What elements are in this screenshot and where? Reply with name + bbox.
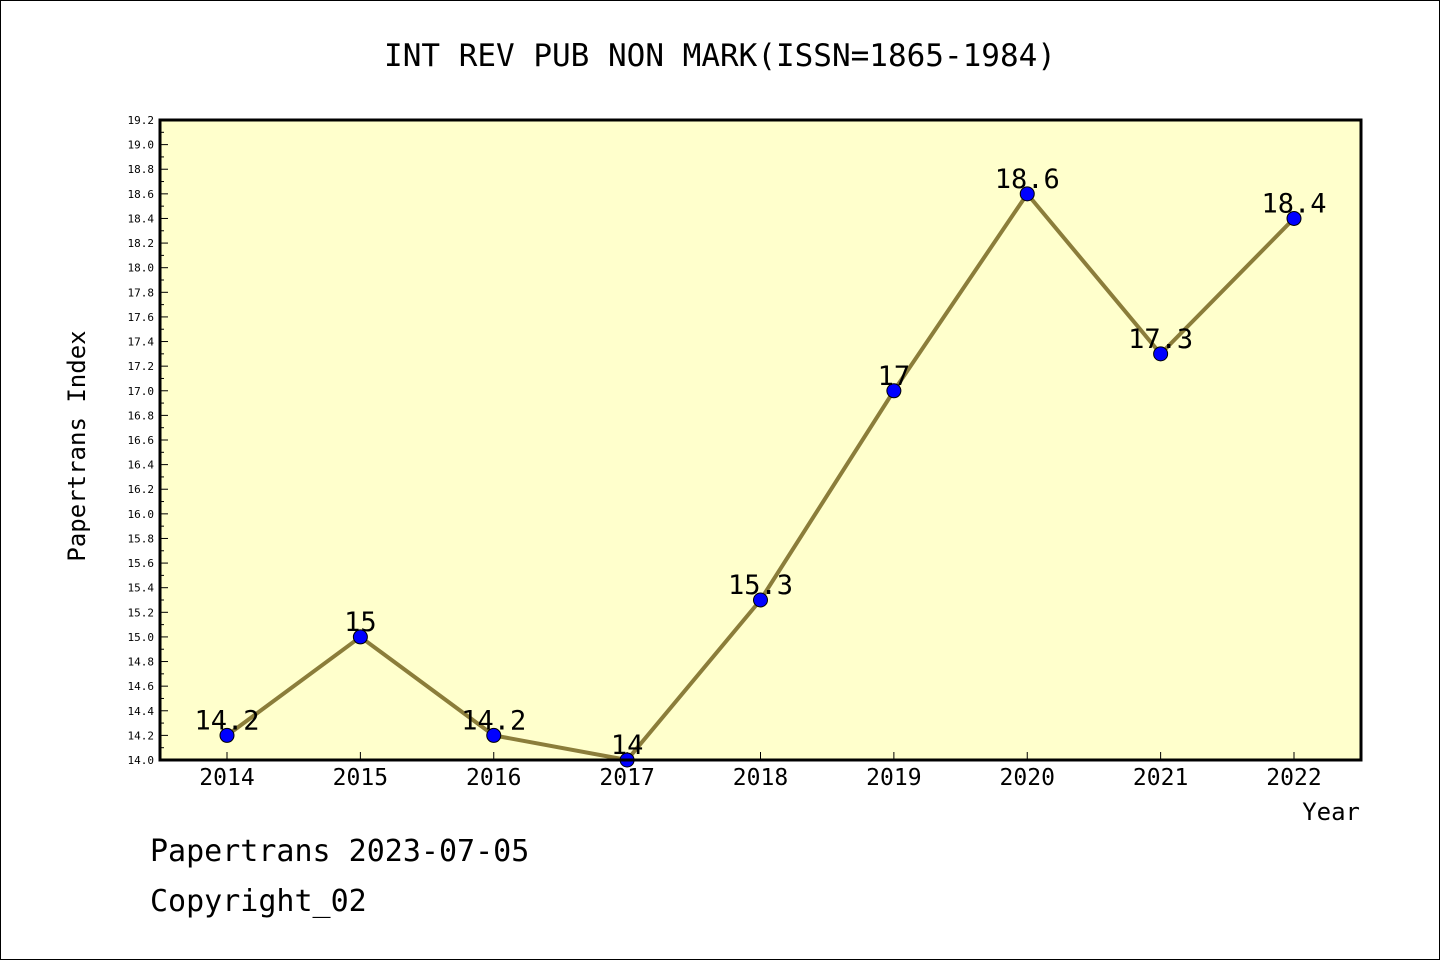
data-point — [1153, 346, 1169, 362]
y-tick-label: 17.6 — [128, 311, 155, 324]
x-tick-label: 2017 — [599, 765, 654, 791]
y-tick-label: 14.6 — [128, 680, 155, 693]
y-tick-label: 15.6 — [128, 557, 155, 570]
x-tick-label: 2018 — [733, 765, 788, 791]
data-label: 15.3 — [728, 570, 793, 601]
series-layer: 14.2 15 14.2 14 15.3 17 18.6 17.3 18.4 — [194, 164, 1327, 768]
chart-title: INT REV PUB NON MARK(ISSN=1865-1984) — [384, 38, 1056, 74]
y-tick-label: 14.8 — [128, 656, 155, 669]
y-tick-label: 19.0 — [128, 139, 155, 152]
x-tick-label: 2019 — [866, 765, 921, 791]
data-label: 14 — [611, 730, 644, 761]
y-tick-label: 14.2 — [128, 729, 155, 742]
y-tick-label: 17.8 — [128, 286, 155, 299]
data-label: 17 — [878, 361, 911, 392]
plot-border — [158, 118, 1363, 762]
y-tick-label: 16.2 — [128, 483, 155, 496]
y-tick-label: 15.0 — [128, 631, 155, 644]
y-tick-label: 18.4 — [128, 212, 155, 225]
plot-area — [160, 120, 1361, 760]
y-tick-label: 16.0 — [128, 508, 155, 521]
data-label: 15 — [344, 607, 377, 638]
data-label: 14.2 — [461, 705, 526, 736]
x-tick-label: 2014 — [199, 765, 254, 791]
x-axis-ticks: 2014 2015 2016 2017 2018 2019 2020 2021 2022 — [199, 752, 1322, 791]
data-label: 18.4 — [1261, 188, 1326, 219]
y-tick-label: 16.8 — [128, 409, 155, 422]
footer-date: Papertrans 2023-07-05 — [150, 834, 530, 869]
data-label: 14.2 — [194, 705, 259, 736]
x-tick-label: 2015 — [333, 765, 388, 791]
data-point — [352, 629, 368, 645]
y-tick-label: 14.0 — [128, 754, 155, 767]
x-tick-label: 2022 — [1266, 765, 1321, 791]
x-tick-label: 2016 — [466, 765, 521, 791]
y-tick-label: 18.2 — [128, 237, 155, 250]
y-tick-label: 18.6 — [128, 188, 155, 201]
x-axis-label: Year — [1302, 798, 1360, 826]
data-point — [1019, 186, 1035, 202]
data-label: 18.6 — [995, 164, 1060, 195]
data-point — [886, 383, 902, 399]
data-point — [1286, 210, 1302, 226]
y-tick-label: 15.8 — [128, 532, 155, 545]
y-tick-label: 18.0 — [128, 262, 155, 275]
y-tick-label: 17.4 — [128, 336, 155, 349]
footer-copyright: Copyright_02 — [150, 884, 367, 919]
y-tick-label: 16.6 — [128, 434, 155, 447]
x-tick-label: 2021 — [1133, 765, 1188, 791]
data-label: 17.3 — [1128, 324, 1193, 355]
data-point — [219, 727, 235, 743]
y-axis-label: Papertrans Index — [63, 330, 91, 561]
y-tick-label: 18.8 — [128, 163, 155, 176]
y-tick-label: 17.2 — [128, 360, 155, 373]
y-tick-label: 16.4 — [128, 459, 155, 472]
y-tick-label: 15.4 — [128, 582, 155, 595]
y-tick-label: 19.2 — [128, 114, 155, 127]
x-tick-label: 2020 — [1000, 765, 1055, 791]
y-tick-label: 17.0 — [128, 385, 155, 398]
y-tick-label: 15.2 — [128, 606, 155, 619]
y-axis-ticks: 14.0 14.2 14.4 14.6 14.8 15.0 15.2 15.4 15.6 15.8… — [128, 114, 168, 767]
data-point — [486, 727, 502, 743]
data-point — [753, 592, 768, 608]
y-tick-label: 14.4 — [128, 705, 155, 718]
